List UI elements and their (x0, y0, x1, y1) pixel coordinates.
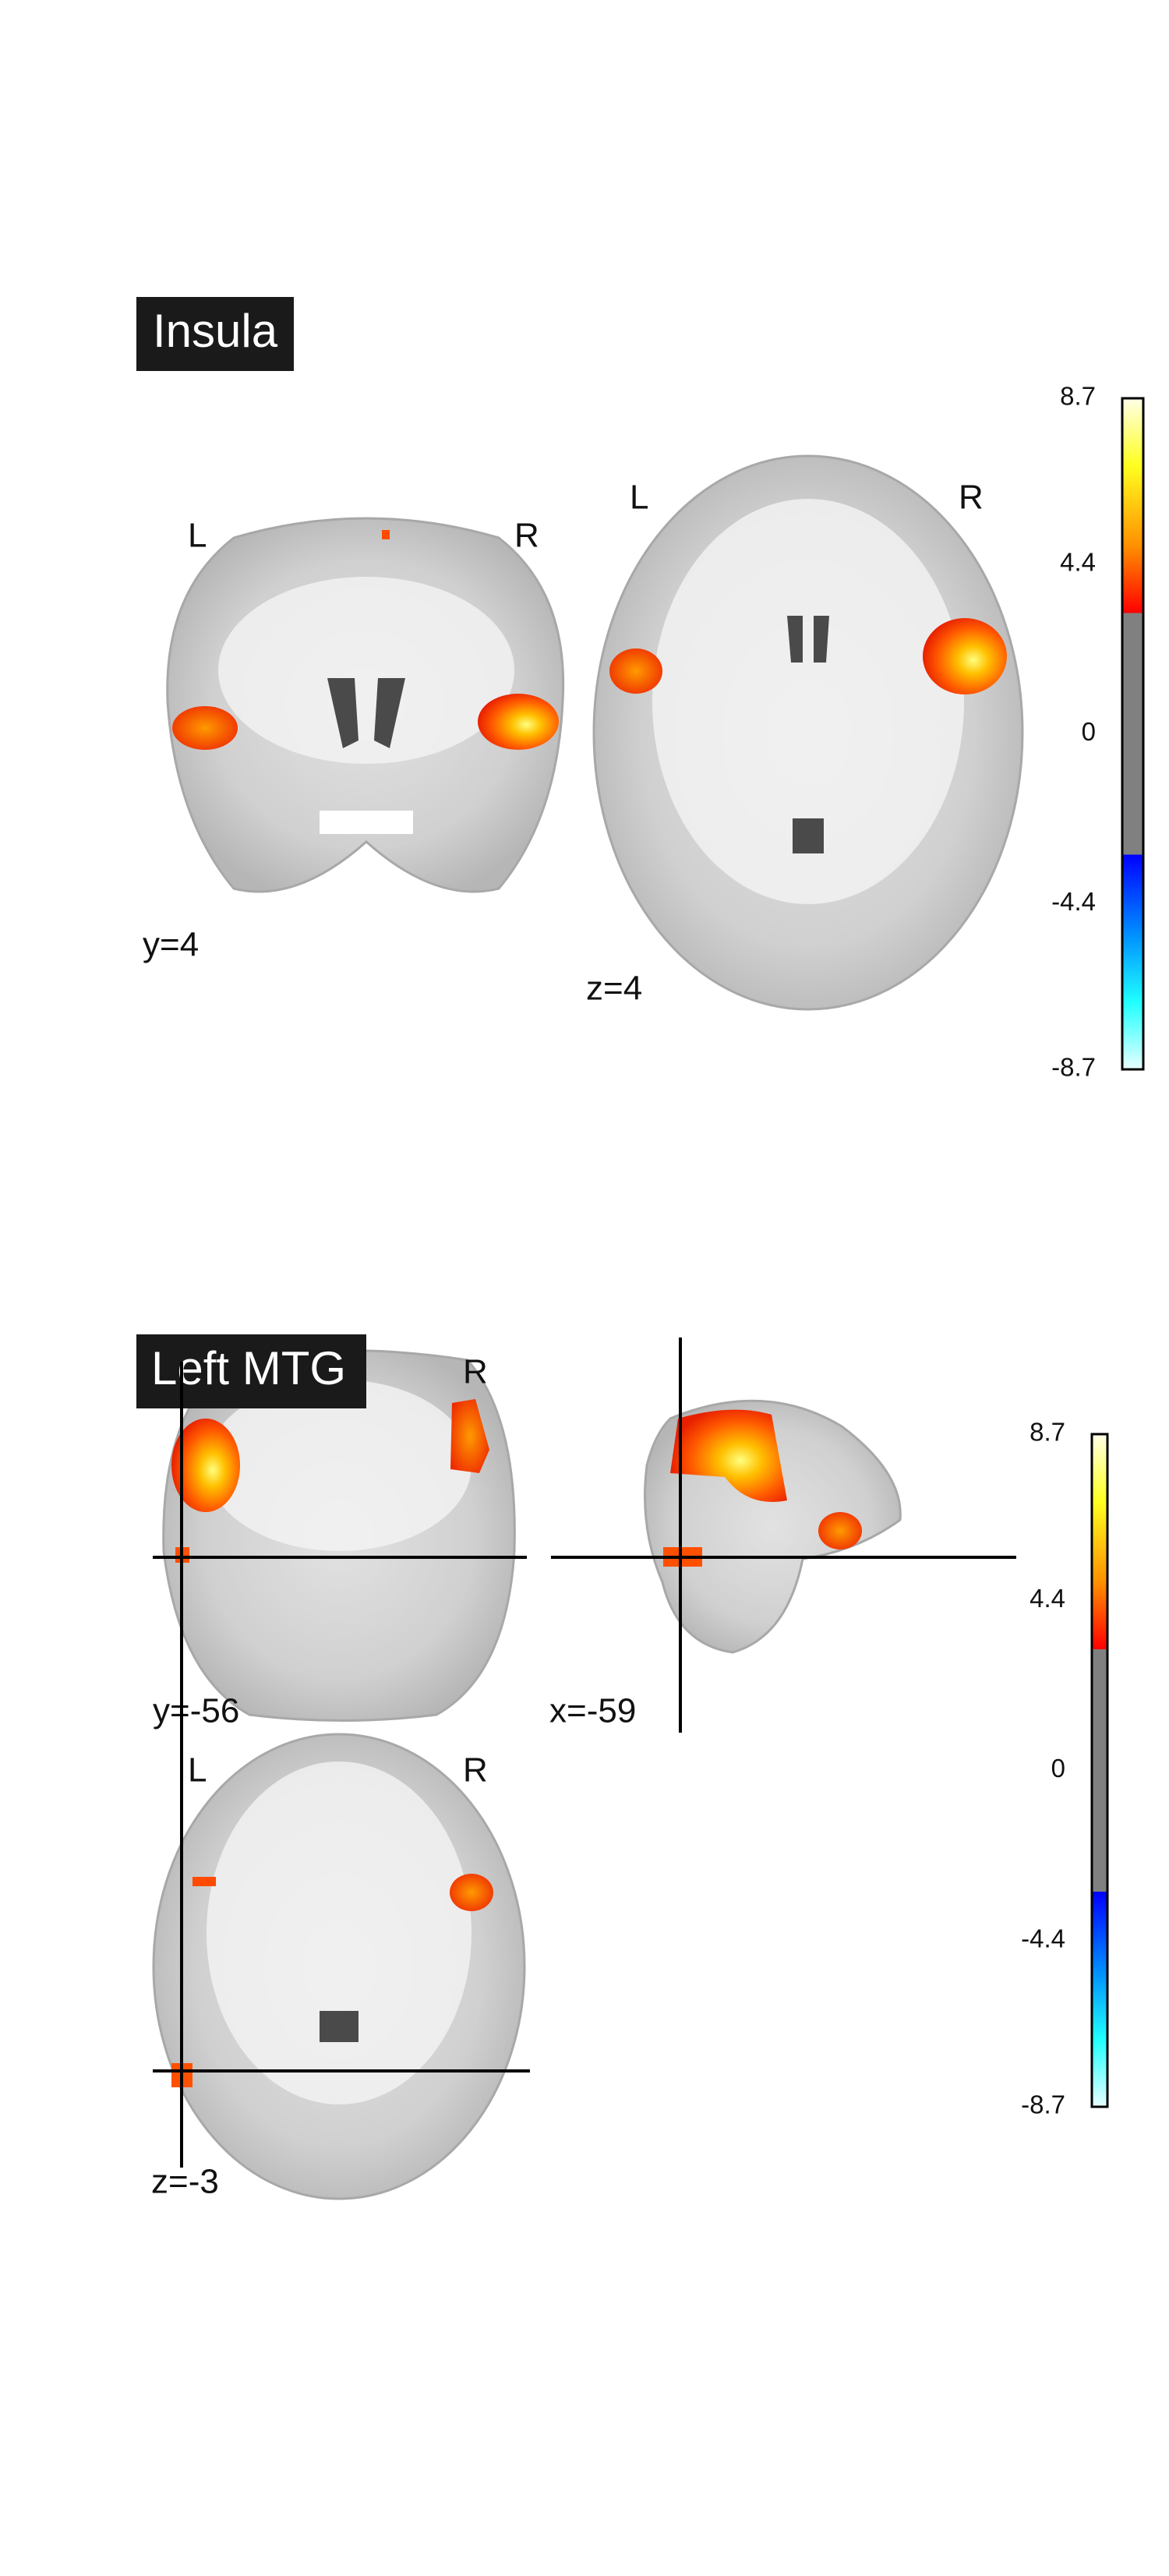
sagittal-slice (644, 1399, 902, 1654)
slice-coordinate: y=4 (143, 926, 199, 964)
colorbar-tick-label: 0 (1051, 1754, 1065, 1783)
right-label: R (514, 517, 539, 555)
coronal-slice (162, 1349, 516, 1722)
colorbar-tick-label: 4.4 (1060, 547, 1096, 576)
colorbar-tick-label: -8.7 (1051, 1053, 1096, 1082)
right-label: R (463, 1751, 488, 1790)
colorbar-tick-label: -4.4 (1021, 1924, 1065, 1952)
panel-insula: Insula L R y=4 L R z=4 (136, 297, 1145, 1071)
left-label: L (630, 479, 648, 517)
axial-slice (152, 1733, 526, 2200)
title-box (136, 297, 294, 371)
slice-coordinate: z=4 (586, 970, 642, 1008)
slice-coordinate: x=-59 (549, 1692, 636, 1730)
axial-slice (592, 454, 1024, 1011)
panel-left-mtg: Left MTG R y=-56 x=-59 L R z=-3 (136, 1334, 1109, 2201)
right-label: R (959, 479, 984, 517)
colorbar-tick-label: 0 (1082, 717, 1096, 746)
colorbar (1121, 397, 1145, 1071)
right-label: R (463, 1353, 488, 1391)
panel-title: Left MTG (151, 1342, 346, 1394)
colorbar-tick-label: -8.7 (1021, 2090, 1065, 2119)
colorbar-tick-label: 4.4 (1029, 1584, 1065, 1613)
colorbar-tick-label: -4.4 (1051, 887, 1096, 916)
colorbar (1090, 1433, 1109, 2108)
colorbar-tick-label: 8.7 (1029, 1418, 1065, 1447)
coronal-slice (166, 517, 565, 893)
colorbar-tick-label: 8.7 (1060, 382, 1096, 411)
panel-title: Insula (153, 305, 278, 357)
left-label: L (188, 1751, 207, 1790)
title-box (136, 1334, 366, 1408)
left-label: L (188, 517, 207, 555)
crosshairs (153, 1337, 1016, 2168)
slice-coordinate: z=-3 (151, 2163, 219, 2201)
slice-coordinate: y=-56 (153, 1692, 239, 1730)
